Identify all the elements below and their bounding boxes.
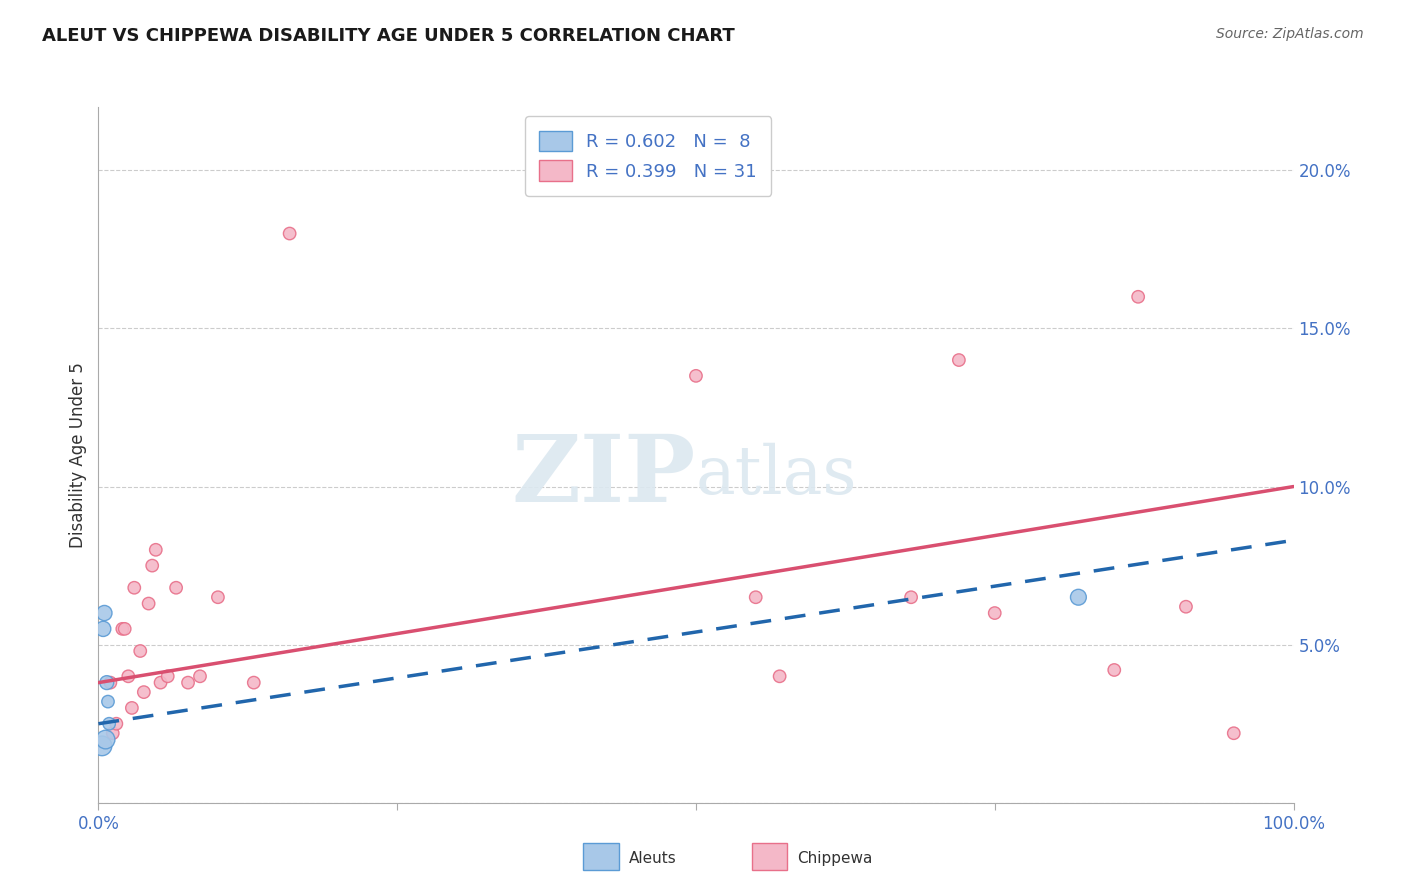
Point xyxy=(156,669,179,683)
Point xyxy=(685,368,707,383)
Point xyxy=(141,558,163,573)
Point xyxy=(129,644,152,658)
Point xyxy=(145,542,167,557)
Point xyxy=(278,227,301,241)
Point xyxy=(114,622,136,636)
Text: Aleuts: Aleuts xyxy=(628,851,676,865)
Point xyxy=(97,695,120,709)
Text: atlas: atlas xyxy=(696,443,858,508)
Point xyxy=(207,591,229,605)
Point xyxy=(1102,663,1125,677)
Point xyxy=(98,675,122,690)
Point xyxy=(96,675,118,690)
Y-axis label: Disability Age Under 5: Disability Age Under 5 xyxy=(69,362,87,548)
Point xyxy=(138,597,160,611)
Point xyxy=(117,669,139,683)
Point xyxy=(1128,290,1150,304)
Point xyxy=(1175,599,1198,614)
Point xyxy=(91,622,114,636)
Point xyxy=(91,739,114,753)
Point xyxy=(745,591,768,605)
Point xyxy=(165,581,187,595)
Point xyxy=(124,581,146,595)
Point xyxy=(983,606,1005,620)
Point xyxy=(121,701,143,715)
Point xyxy=(243,675,266,690)
Point xyxy=(101,726,124,740)
Point xyxy=(1222,726,1246,740)
Point xyxy=(94,732,117,747)
Point xyxy=(768,669,790,683)
Point xyxy=(105,716,128,731)
Text: Chippewa: Chippewa xyxy=(797,851,873,865)
Point xyxy=(111,622,134,636)
Legend: R = 0.602   N =  8, R = 0.399   N = 31: R = 0.602 N = 8, R = 0.399 N = 31 xyxy=(524,116,772,195)
Text: ZIP: ZIP xyxy=(512,431,696,521)
Text: Source: ZipAtlas.com: Source: ZipAtlas.com xyxy=(1216,27,1364,41)
Point xyxy=(177,675,200,690)
Point xyxy=(149,675,172,690)
Point xyxy=(98,716,121,731)
Text: ALEUT VS CHIPPEWA DISABILITY AGE UNDER 5 CORRELATION CHART: ALEUT VS CHIPPEWA DISABILITY AGE UNDER 5… xyxy=(42,27,735,45)
Point xyxy=(132,685,155,699)
Point xyxy=(900,591,922,605)
Point xyxy=(93,606,115,620)
Point xyxy=(188,669,211,683)
Point xyxy=(1067,591,1090,605)
Point xyxy=(948,353,970,368)
